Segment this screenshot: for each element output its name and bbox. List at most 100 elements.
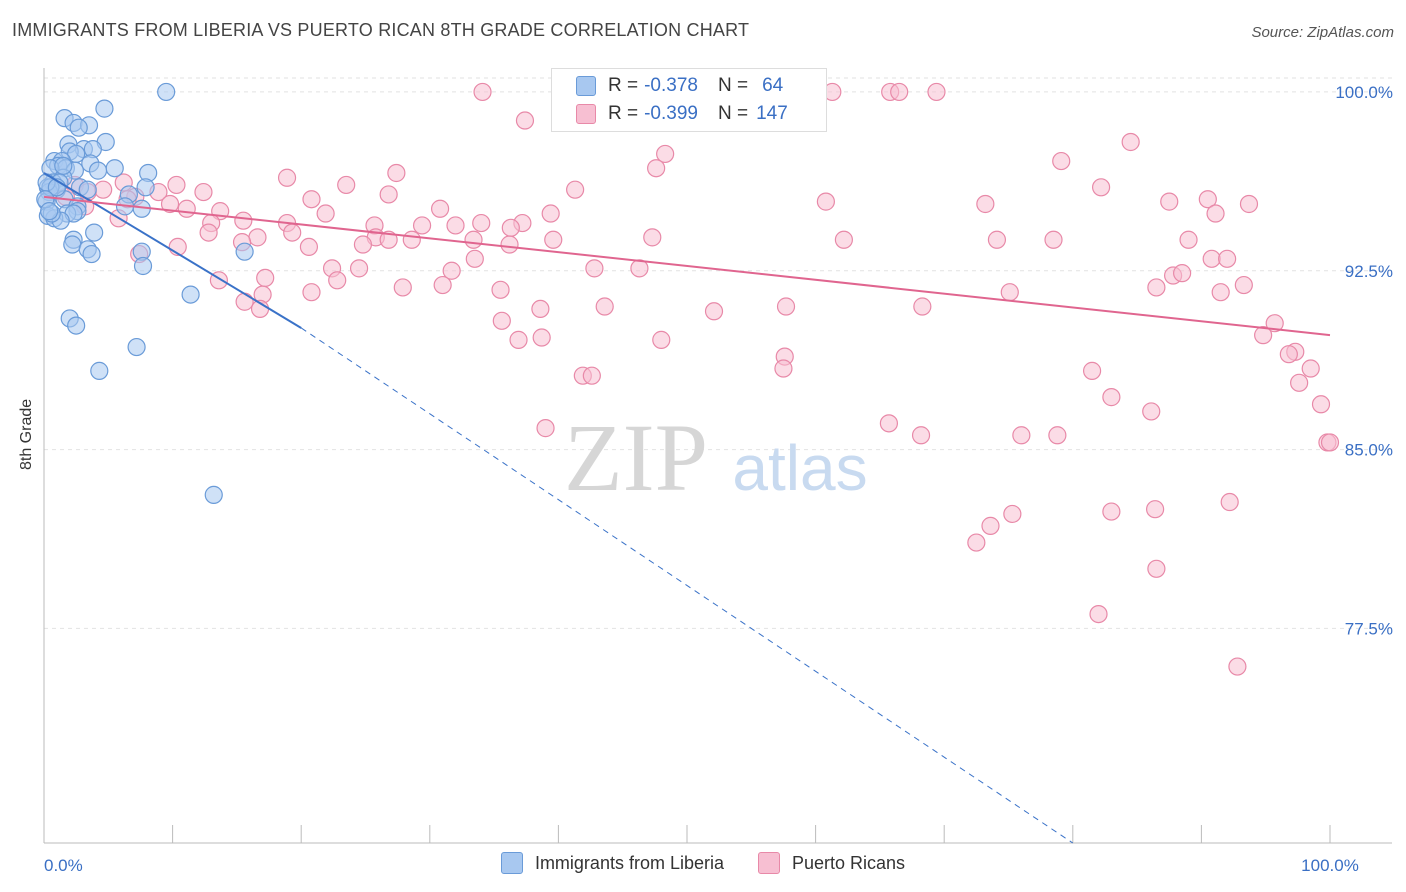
data-point: [595, 297, 614, 316]
trend-line-liberia: [43, 172, 302, 329]
n-label: N =: [717, 75, 749, 96]
x-tick-label: 100.0%: [1301, 856, 1359, 875]
data-point: [234, 211, 253, 230]
trend-line-puerto-ricans: [43, 195, 1331, 337]
chart-title: IMMIGRANTS FROM LIBERIA VS PUERTO RICAN …: [12, 20, 750, 40]
data-point: [316, 204, 335, 223]
data-point: [1211, 283, 1230, 302]
legend-swatch-puerto-ricans: [576, 104, 596, 124]
data-point: [1220, 492, 1239, 512]
legend-item-liberia[interactable]: Immigrants from Liberia: [500, 852, 724, 874]
n-value: 147: [756, 103, 788, 124]
data-point: [911, 426, 931, 445]
data-point: [256, 268, 275, 288]
data-point: [1102, 388, 1121, 407]
data-point: [82, 244, 101, 264]
data-point: [1012, 426, 1031, 445]
axes: [43, 68, 1392, 844]
data-point: [834, 230, 853, 249]
data-point: [177, 199, 196, 218]
data-point: [464, 230, 483, 249]
data-point: [774, 359, 793, 378]
data-point: [515, 111, 535, 130]
data-point: [1179, 230, 1198, 249]
data-point: [501, 218, 520, 237]
data-point: [433, 275, 452, 295]
data-point: [337, 175, 356, 195]
r-label: R =: [608, 75, 639, 96]
data-point: [442, 261, 461, 280]
data-point: [1003, 504, 1022, 524]
x-tick-label: 0.0%: [44, 856, 83, 875]
data-point: [544, 230, 563, 249]
data-point: [987, 230, 1007, 249]
data-point: [1265, 314, 1284, 333]
y-tick-label: 92.5%: [1345, 262, 1393, 281]
gridlines: [44, 77, 1392, 629]
legend-swatch-liberia: [576, 76, 596, 96]
data-point: [69, 118, 88, 137]
data-point: [379, 185, 398, 204]
stats-legend: R = -0.378 N = 64 R = -0.399 N = 147: [551, 68, 827, 132]
data-point: [353, 235, 373, 254]
data-point: [199, 223, 218, 242]
data-point: [1082, 361, 1102, 380]
data-point: [656, 144, 675, 164]
data-point: [235, 242, 254, 261]
data-point: [816, 192, 835, 211]
n-value: 64: [762, 75, 784, 96]
data-point: [446, 216, 465, 235]
data-point: [277, 168, 297, 187]
legend-row-liberia: R = -0.378 N = 64: [576, 75, 783, 97]
data-point: [643, 228, 662, 247]
data-point: [976, 194, 995, 214]
data-point: [181, 285, 200, 304]
data-point: [879, 414, 899, 433]
legend-swatch-liberia: [500, 852, 523, 874]
data-point: [776, 297, 796, 316]
data-point: [136, 178, 155, 197]
data-point: [1147, 559, 1166, 578]
data-point: [473, 82, 492, 102]
data-point: [647, 159, 666, 178]
data-point: [90, 361, 109, 380]
data-point: [585, 259, 604, 278]
n-label: N =: [717, 103, 749, 124]
data-point: [890, 82, 909, 102]
r-label: R =: [608, 103, 639, 124]
r-value: -0.399: [644, 103, 698, 124]
data-point: [927, 82, 946, 102]
data-point: [1320, 433, 1340, 452]
data-point: [566, 180, 585, 199]
data-point: [393, 278, 412, 297]
series-liberia: [36, 82, 254, 504]
data-point: [349, 259, 369, 278]
data-point: [491, 280, 510, 299]
legend-row-puerto-ricans: R = -0.399 N = 147: [576, 103, 788, 125]
data-point: [157, 82, 176, 102]
series-puerto-ricans: [56, 82, 1340, 676]
data-point: [1206, 204, 1225, 223]
r-value: -0.378: [644, 75, 698, 96]
data-point: [328, 271, 347, 290]
data-point: [95, 99, 114, 118]
data-point: [248, 228, 267, 247]
data-point: [1147, 278, 1166, 297]
data-point: [88, 161, 108, 180]
data-point: [704, 302, 724, 321]
data-point: [204, 485, 223, 504]
data-point: [1239, 194, 1259, 214]
data-point: [387, 163, 406, 183]
data-point: [1234, 275, 1253, 295]
data-point: [1146, 500, 1165, 519]
y-tick-label: 85.0%: [1345, 441, 1393, 460]
data-point: [1301, 359, 1320, 378]
data-point: [67, 316, 86, 335]
data-point: [235, 292, 254, 311]
data-point: [133, 256, 153, 276]
data-point: [1202, 249, 1221, 268]
legend-label-puerto-ricans: Puerto Ricans: [792, 852, 906, 873]
data-point: [1311, 395, 1331, 414]
legend-item-puerto-ricans[interactable]: Puerto Ricans: [758, 852, 905, 874]
watermark-zip: ZIP: [564, 404, 708, 511]
